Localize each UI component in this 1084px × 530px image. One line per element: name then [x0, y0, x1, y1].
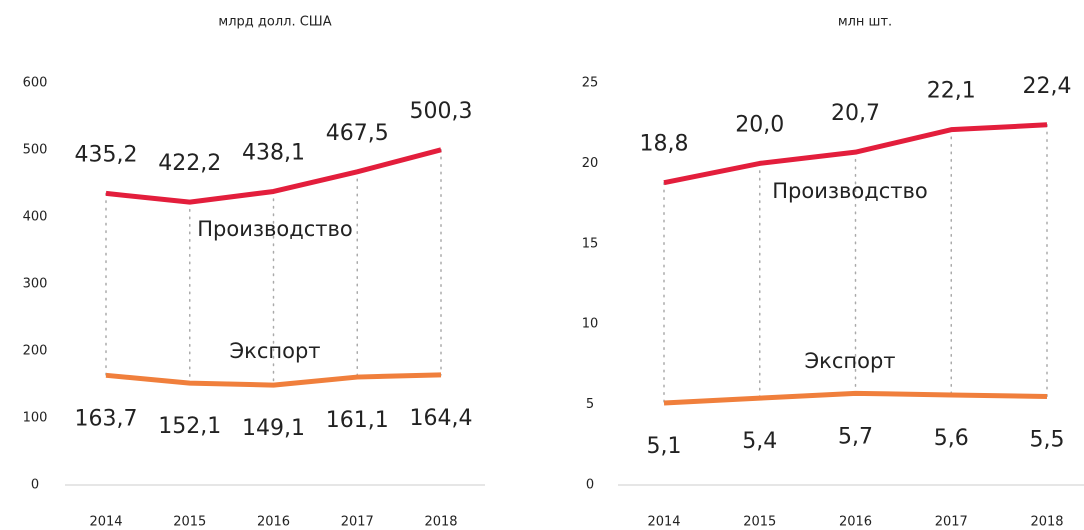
- x-tick-label: 2015: [743, 515, 776, 530]
- value-label: 20,0: [735, 112, 784, 137]
- series-line: [663, 122, 1048, 186]
- value-label: 5,6: [934, 426, 969, 451]
- series-name: Производство: [197, 217, 353, 241]
- y-tick-label: 500: [23, 143, 48, 158]
- value-label: 5,7: [838, 424, 873, 449]
- x-tick-label: 2014: [647, 515, 680, 530]
- value-label: 5,4: [742, 429, 777, 454]
- series-line: [663, 390, 1048, 406]
- x-tick-label: 2017: [935, 515, 968, 530]
- value-label: 467,5: [326, 121, 389, 146]
- value-label: 500,3: [410, 99, 473, 124]
- y-tick-label: 400: [23, 210, 48, 225]
- x-tick-label: 2017: [341, 515, 374, 530]
- value-label: 5,5: [1030, 428, 1065, 453]
- y-tick-label: 15: [582, 236, 599, 251]
- series-name: Экспорт: [229, 339, 320, 363]
- chart-title: млн шт.: [838, 15, 892, 30]
- series-line: [105, 147, 442, 205]
- y-tick-label: 300: [23, 277, 48, 292]
- value-label: 161,1: [326, 408, 389, 433]
- value-label: 22,1: [927, 79, 976, 104]
- value-label: 152,1: [158, 414, 221, 439]
- y-tick-label: 600: [23, 76, 48, 91]
- series-line: [105, 372, 442, 388]
- y-tick-label: 25: [582, 76, 599, 91]
- value-label: 5,1: [647, 434, 682, 459]
- y-tick-label: 0: [586, 478, 594, 493]
- y-tick-label: 20: [582, 156, 599, 171]
- x-tick-label: 2016: [257, 515, 290, 530]
- x-tick-label: 2014: [89, 515, 122, 530]
- series-name: Экспорт: [804, 349, 895, 373]
- y-tick-label: 200: [23, 344, 48, 359]
- value-label: 422,2: [158, 151, 221, 176]
- value-label: 435,2: [75, 142, 138, 167]
- chart-title: млрд долл. США: [218, 15, 331, 30]
- x-tick-label: 2015: [173, 515, 206, 530]
- value-label: 149,1: [242, 416, 305, 441]
- value-label: 22,4: [1023, 74, 1072, 99]
- x-tick-label: 2018: [424, 515, 457, 530]
- value-label: 18,8: [640, 132, 689, 157]
- y-tick-label: 5: [586, 397, 594, 412]
- x-tick-label: 2018: [1030, 515, 1063, 530]
- value-label: 163,7: [75, 406, 138, 431]
- value-label: 164,4: [410, 406, 473, 431]
- value-label: 438,1: [242, 140, 305, 165]
- y-tick-label: 10: [582, 317, 599, 332]
- value-label: 20,7: [831, 101, 880, 126]
- y-tick-label: 0: [31, 478, 39, 493]
- series-name: Производство: [772, 179, 928, 203]
- y-tick-label: 100: [23, 411, 48, 426]
- x-tick-label: 2016: [839, 515, 872, 530]
